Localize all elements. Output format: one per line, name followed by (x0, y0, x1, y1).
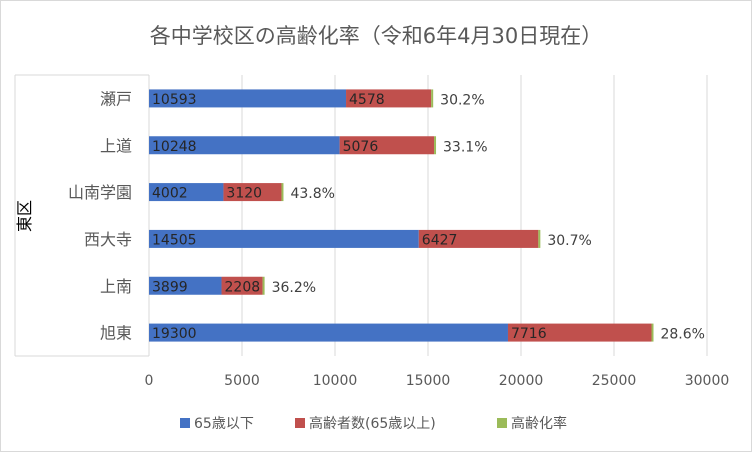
bar-under-65 (149, 323, 508, 342)
data-label-aging-rate: 30.7% (547, 233, 591, 249)
x-tick-label: 0 (145, 373, 154, 389)
legend: 65歳以下 高齢者数(65歳以上) 高齢化率 (180, 415, 567, 432)
data-labels: 10593 4578 30.2% 10248 5076 33.1% 4002 3120 43.8… (152, 92, 705, 343)
bar-aging-rate (431, 89, 434, 108)
x-tick-label: 25000 (592, 373, 637, 389)
category-label: 瀬戸 (100, 89, 132, 108)
bar-under-65 (149, 136, 340, 155)
data-label-aging-rate: 28.6% (660, 327, 704, 343)
category-label: 上南 (100, 277, 132, 296)
category-label: 旭東 (100, 324, 132, 343)
bars (149, 89, 654, 342)
data-label-aging-rate: 36.2% (272, 280, 316, 296)
value-axis: 0 5000 10000 15000 20000 25000 30000 (145, 373, 730, 389)
data-label-65-and-over: 4578 (349, 92, 385, 108)
gridlines (241, 75, 708, 356)
bar-under-65 (149, 276, 222, 295)
bar-under-65 (149, 89, 347, 108)
bar-65-and-over (223, 183, 282, 202)
data-label-under-65: 3899 (152, 279, 188, 295)
bar-65-and-over (346, 89, 432, 108)
data-label-65-and-over: 7716 (511, 326, 547, 342)
category-label: 上道 (100, 136, 132, 155)
group-axis-label: 東区 (15, 200, 34, 232)
data-label-65-and-over: 2208 (225, 279, 261, 295)
x-tick-label: 15000 (406, 373, 451, 389)
legend-label: 65歳以下 (194, 416, 254, 432)
data-label-65-and-over: 6427 (422, 232, 458, 248)
legend-label: 高齢者数(65歳以上) (309, 415, 436, 432)
data-label-under-65: 4002 (152, 186, 188, 202)
data-label-aging-rate: 43.8% (290, 186, 334, 202)
legend-swatch (295, 418, 305, 428)
data-label-under-65: 10248 (152, 139, 197, 155)
axis-lines (14, 74, 150, 357)
data-label-under-65: 14505 (152, 232, 197, 248)
x-tick-label: 30000 (685, 373, 730, 389)
x-tick-label: 10000 (313, 373, 358, 389)
bar-aging-rate (281, 183, 284, 202)
data-label-aging-rate: 30.2% (440, 92, 484, 108)
bar-aging-rate (434, 136, 437, 155)
chart-title: 各中学校区の高齢化率（令和6年4月30日現在） (150, 24, 602, 48)
bar-under-65 (149, 229, 419, 248)
bar-65-and-over (221, 276, 263, 295)
bar-65-and-over (339, 136, 435, 155)
x-tick-label: 5000 (224, 373, 260, 389)
bar-under-65 (149, 183, 224, 202)
bar-65-and-over (418, 229, 539, 248)
legend-swatch (497, 418, 507, 428)
bar-65-and-over (507, 323, 652, 342)
data-label-under-65: 10593 (152, 92, 197, 108)
category-label: 山南学園 (68, 183, 132, 202)
bar-aging-rate (651, 323, 654, 342)
category-label: 西大寺 (84, 230, 132, 249)
bar-aging-rate (538, 229, 541, 248)
legend-swatch (180, 418, 190, 428)
data-label-under-65: 19300 (152, 326, 197, 342)
bar-aging-rate (262, 276, 265, 295)
x-tick-label: 20000 (499, 373, 544, 389)
data-label-aging-rate: 33.1% (443, 139, 487, 155)
data-label-65-and-over: 5076 (343, 139, 379, 155)
data-label-65-and-over: 3120 (226, 186, 262, 202)
legend-label: 高齢化率 (511, 415, 567, 432)
